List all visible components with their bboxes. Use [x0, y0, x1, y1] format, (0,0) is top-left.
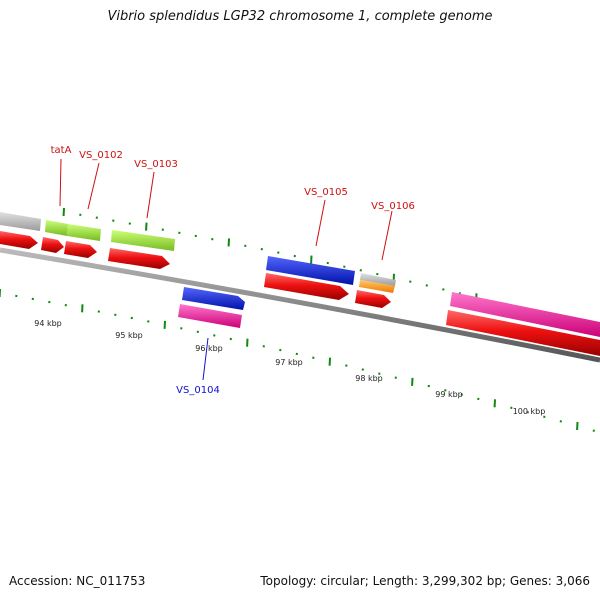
scale-label-100: 100 kbp — [513, 407, 546, 416]
cds-arrow-tatA[interactable] — [41, 237, 64, 253]
scale-label-95: 95 kbp — [115, 331, 143, 340]
feature-tatA-green[interactable] — [45, 220, 68, 236]
cds-arrow-VS_0102[interactable] — [64, 241, 97, 258]
feature-track-other — [0, 212, 600, 337]
gene-labels: tatA VS_0102 VS_0103 VS_0104 VS_0105 VS_… — [51, 145, 415, 396]
leader-VS_0103 — [146, 171, 155, 219]
cds-arrow-left[interactable] — [0, 231, 38, 249]
cds-arrow-VS_0103[interactable] — [108, 248, 170, 269]
genome-summary: Topology: circular; Length: 3,299,302 bp… — [260, 574, 590, 588]
scale-label-99: 99 kbp — [435, 390, 463, 399]
gene-label-VS_0104[interactable]: VS_0104 — [176, 385, 220, 396]
scale-label-98: 98 kbp — [355, 374, 383, 383]
leader-VS_0106 — [381, 210, 393, 261]
scale-label-96: 96 kbp — [195, 344, 223, 353]
tick-ring-inner — [0, 289, 595, 432]
tick-ring-outer — [62, 207, 593, 328]
chromosome-backbone — [0, 247, 600, 363]
scale-label-94: 94 kbp — [34, 319, 62, 328]
gene-label-VS_0106[interactable]: VS_0106 — [371, 201, 415, 212]
gene-label-leaders — [59, 158, 393, 381]
cds-arrow-VS_0105[interactable] — [264, 273, 349, 300]
leader-VS_0104 — [202, 337, 209, 381]
leader-VS_0102 — [87, 162, 100, 210]
feature-VS_0106-orange[interactable] — [359, 280, 395, 293]
feature-VS_0103-green[interactable] — [111, 230, 175, 251]
feature-pink-right[interactable] — [450, 292, 600, 337]
feature-VS_0105-blue[interactable] — [266, 256, 355, 285]
feature-track-cds — [0, 231, 600, 356]
cds-arrow-right[interactable] — [446, 310, 600, 356]
feature-VS_0104-pink[interactable] — [178, 304, 242, 328]
map-title: Vibrio splendidus LGP32 chromosome 1, co… — [107, 9, 493, 24]
gene-label-VS_0102[interactable]: VS_0102 — [79, 150, 123, 161]
leader-tatA — [59, 158, 62, 207]
feature-VS_0104-blue[interactable] — [182, 287, 245, 310]
accession-label: Accession: NC_011753 — [9, 574, 146, 588]
gene-label-tatA[interactable]: tatA — [51, 145, 72, 156]
leader-VS_0105 — [315, 199, 326, 247]
feature-gray-left[interactable] — [0, 212, 41, 231]
scale-labels: 94 kbp 95 kbp 96 kbp 97 kbp 98 kbp 99 kb… — [34, 319, 545, 416]
feature-VS_0106-gray[interactable] — [360, 273, 396, 286]
gene-label-VS_0103[interactable]: VS_0103 — [134, 159, 178, 170]
scale-label-97: 97 kbp — [275, 358, 303, 367]
gene-label-VS_0105[interactable]: VS_0105 — [304, 187, 348, 198]
feature-VS_0102-green[interactable] — [67, 224, 101, 241]
cds-arrow-VS_0106[interactable] — [355, 290, 391, 308]
